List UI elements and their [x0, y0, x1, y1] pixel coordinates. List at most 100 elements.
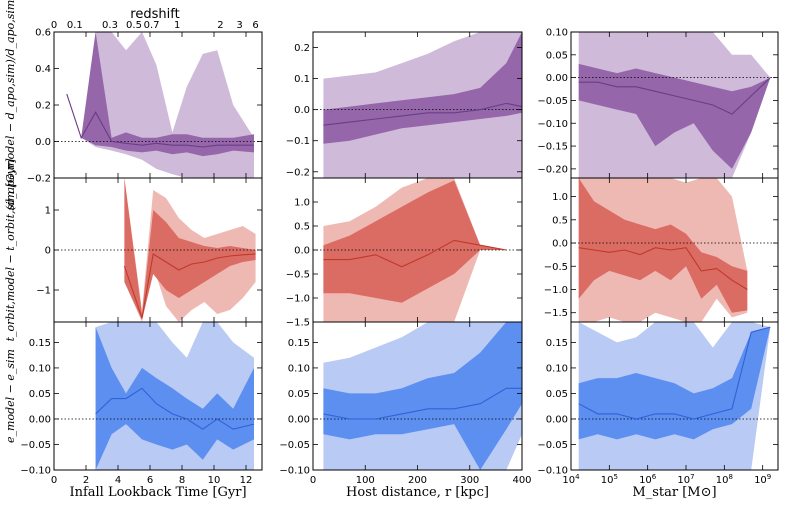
inner-band — [323, 322, 522, 470]
y-tick-label: 0.15 — [29, 338, 51, 349]
panel-torbit-vs-infall: −1 0 1 t_orbit,model − t_orbit,sim [Gyr] — [4, 158, 263, 342]
y-tick-label: −1.0 — [544, 285, 568, 296]
x-tick-label: 300 — [460, 475, 479, 486]
redshift-tick-label: 0.7 — [144, 20, 160, 31]
redshift-tick-label: 0.5 — [126, 20, 142, 31]
y-tick-label: 0.00 — [288, 414, 310, 425]
y-tick-label: 0.00 — [546, 414, 568, 425]
y-tick-label: 0.0 — [35, 137, 51, 148]
y-tick-label: −0.05 — [20, 440, 51, 451]
y-tick-label: −0.10 — [279, 466, 310, 477]
x-tick-label: 4 — [115, 475, 121, 486]
y-tick-label: −0.1 — [286, 136, 310, 147]
x-tick-label: 105 — [601, 473, 618, 486]
inner-band — [66, 32, 254, 157]
y-tick-label: −0.5 — [286, 270, 310, 281]
y-tick-label: 0.0 — [552, 239, 568, 250]
y-tick-label: 0.00 — [546, 73, 568, 84]
y-tick-label: 0.00 — [29, 414, 51, 425]
x-axis-label: M_star [M⊙] — [632, 485, 716, 500]
y-tick-label: 0.10 — [546, 28, 568, 39]
x-tick-label: 0 — [310, 475, 316, 486]
redshift-tick-label: 3 — [236, 20, 242, 31]
y-tick-label: 0.05 — [288, 389, 310, 400]
y-tick-label: −0.10 — [537, 466, 568, 477]
y-tick-label: 0.0 — [294, 105, 310, 116]
y-tick-label: −1.0 — [286, 294, 310, 305]
panel-dapo-vs-mstar: −0.20 −0.15 −0.10 −0.05 0.00 0.05 0.10 — [537, 28, 779, 179]
x-tick-label: 109 — [754, 473, 771, 486]
y-tick-label: 0.2 — [35, 101, 51, 112]
x-tick-label: 0 — [51, 475, 57, 486]
y-tick-label: 0.6 — [35, 28, 51, 39]
y-tick-label: −0.05 — [537, 440, 568, 451]
y-tick-label: −1.5 — [286, 318, 310, 329]
y-tick-label: −0.2 — [286, 167, 310, 178]
panel-ecc-vs-host: −0.10 −0.05 0.00 0.05 0.10 0.15 0 100 200 300 400 H… — [279, 321, 532, 500]
redshift-tick-label: 0 — [51, 20, 57, 31]
median-line — [323, 239, 507, 268]
y-tick-label: 0.10 — [288, 363, 310, 374]
y-tick-label: 0.4 — [35, 64, 51, 75]
panel-dapo-vs-host: −0.2 −0.1 0.0 0.1 0.2 — [286, 31, 523, 179]
y-tick-label: −0.20 — [537, 164, 568, 175]
x-tick-label: 8 — [179, 475, 185, 486]
median-line — [323, 102, 522, 126]
redshift-tick-label: 6 — [252, 20, 258, 31]
y-tick-label: 1 — [45, 206, 51, 217]
redshift-tick-label: 2 — [217, 20, 223, 31]
y-tick-label: −0.05 — [279, 440, 310, 451]
y-tick-label: 0.0 — [294, 246, 310, 257]
y-tick-label: 0.2 — [294, 43, 310, 54]
panel-torbit-vs-host: −1.5 −1.0 −0.5 0.0 0.5 1.0 — [286, 177, 523, 329]
y-tick-label: 0.10 — [29, 363, 51, 374]
redshift-tick-label: 1 — [174, 20, 180, 31]
y-tick-label: 0.5 — [552, 215, 568, 226]
axes-frame — [570, 321, 779, 471]
y-tick-label: −0.2 — [27, 174, 51, 185]
x-tick-label: 108 — [716, 473, 733, 486]
y-tick-label: 0.05 — [546, 389, 568, 400]
y-tick-label: −0.10 — [537, 119, 568, 130]
x-tick-label: 104 — [562, 473, 580, 486]
y-axis-label: e_model − e_sim — [4, 349, 17, 443]
x-tick-label: 200 — [408, 475, 427, 486]
median-line — [95, 387, 255, 430]
redshift-tick-label: 0.3 — [102, 20, 118, 31]
y-tick-label: 0.05 — [29, 389, 51, 400]
inner-band — [124, 178, 256, 320]
y-tick-label: 0.15 — [546, 338, 568, 349]
x-tick-label: 400 — [512, 475, 531, 486]
redshift-tick-label: 0.1 — [67, 20, 83, 31]
top-axis-title: redshift — [130, 7, 179, 22]
panel-ecc-vs-infall: −0.10 −0.05 0.00 0.05 0.10 0.15 0 2 4 6 8 10 12Infal… — [4, 321, 263, 500]
x-axis-label: Infall Lookback Time [Gyr] — [69, 485, 246, 500]
x-tick-label: 2 — [83, 475, 89, 486]
y-tick-label: −1.5 — [544, 308, 568, 319]
x-axis-label: Host distance, r [kpc] — [346, 485, 489, 500]
median-line — [578, 326, 771, 420]
median-line — [578, 247, 748, 290]
x-tick-label: 6 — [147, 475, 153, 486]
y-tick-label: 0.15 — [288, 338, 310, 349]
axes-frame — [53, 321, 263, 471]
y-tick-label: −1 — [36, 286, 51, 297]
x-tick-label: 100 — [356, 475, 375, 486]
panel-dapo-vs-infall: −0.2 0.0 0.2 0.4 0.60 0.1 0.3 0.5 0.7 1 2 3 6 (d_apo,… — [4, 0, 263, 210]
inner-band — [323, 32, 522, 144]
inner-band — [95, 327, 254, 470]
x-tick-label: 12 — [240, 475, 253, 486]
y-tick-label: −0.05 — [537, 96, 568, 107]
y-tick-label: 1.0 — [294, 198, 310, 209]
y-tick-label: −0.10 — [20, 466, 51, 477]
y-tick-label: −0.5 — [544, 262, 568, 273]
y-axis-label: t_orbit,model − t_orbit,sim [Gyr] — [4, 158, 17, 342]
inner-band — [578, 178, 748, 313]
y-tick-label: 0.5 — [294, 222, 310, 233]
median-line — [123, 253, 256, 319]
y-tick-label: −0.15 — [537, 142, 568, 153]
median-line — [578, 77, 771, 115]
y-tick-label: 0.10 — [546, 363, 568, 374]
